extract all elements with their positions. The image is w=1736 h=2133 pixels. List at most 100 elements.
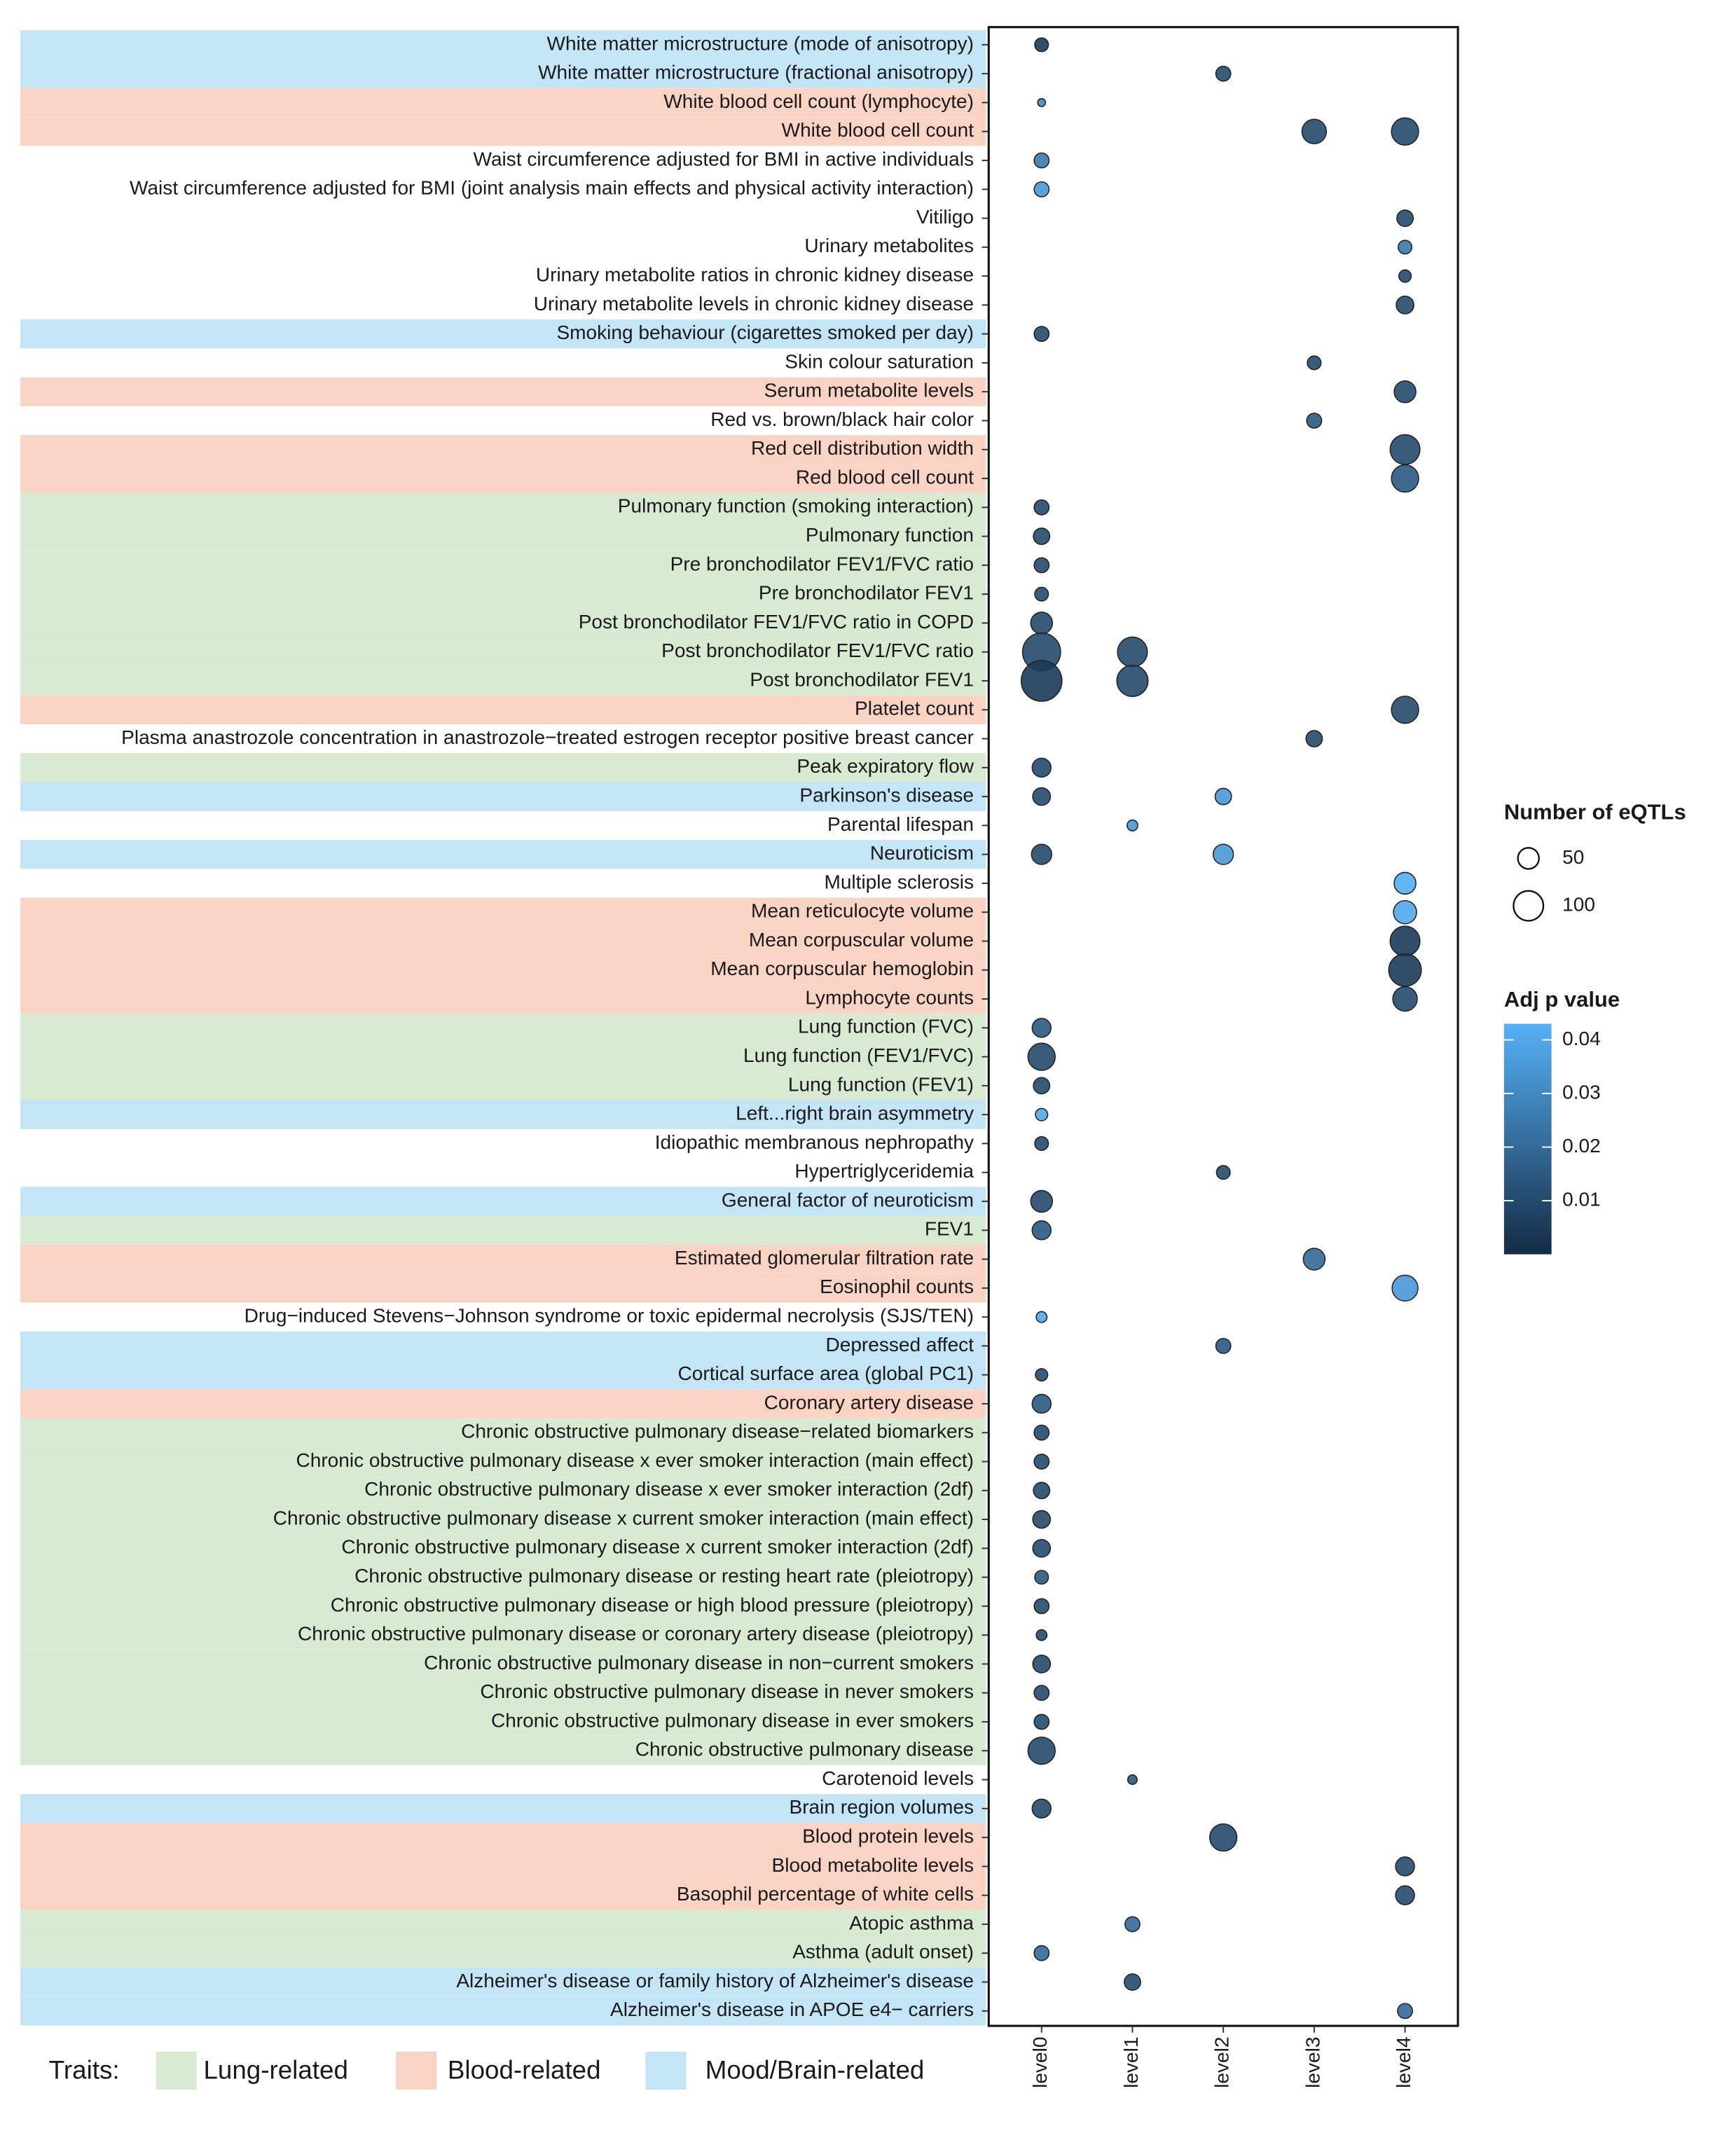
y-tick-label: Chronic obstructive pulmonary disease x … xyxy=(364,1478,974,1500)
row-band xyxy=(20,897,986,927)
dot xyxy=(1117,636,1148,668)
dot xyxy=(1027,1042,1056,1071)
y-tick-label: Asthma (adult onset) xyxy=(792,1941,974,1963)
colorbar-label: 0.03 xyxy=(1562,1081,1601,1103)
colorbar-label: 0.02 xyxy=(1562,1135,1601,1157)
y-tick-label: Cortical surface area (global PC1) xyxy=(678,1362,974,1384)
row-band xyxy=(20,1331,986,1361)
row-band xyxy=(20,1967,986,1997)
dot xyxy=(1389,925,1421,957)
dot xyxy=(1020,660,1063,702)
y-tick-label: Mean corpuscular hemoglobin xyxy=(710,958,974,979)
row-band xyxy=(20,1794,986,1823)
dot xyxy=(1116,664,1149,698)
y-tick-label: White matter microstructure (fractional … xyxy=(538,62,974,83)
dot xyxy=(1030,612,1054,635)
dot xyxy=(1033,1945,1050,1961)
y-tick-label: Pulmonary function xyxy=(806,524,974,546)
y-tick-label: Chronic obstructive pulmonary disease−re… xyxy=(461,1421,974,1442)
y-tick-label: Mean reticulocyte volume xyxy=(751,900,974,922)
y-tick-label: Lung function (FEV1/FVC) xyxy=(743,1044,974,1066)
dot xyxy=(1032,1510,1052,1529)
traits-legend-swatch xyxy=(156,2051,197,2090)
row-band xyxy=(20,1100,986,1129)
y-tick-label: Plasma anastrozole concentration in anas… xyxy=(121,726,974,748)
y-tick-label: Chronic obstructive pulmonary disease in… xyxy=(424,1652,974,1673)
row-band xyxy=(20,782,986,811)
dot xyxy=(1033,181,1050,198)
traits-legend-label: Mood/Brain-related xyxy=(705,2056,925,2085)
y-tick-label: Post bronchodilator FEV1 xyxy=(750,668,974,690)
y-tick-label: Blood metabolite levels xyxy=(772,1854,974,1876)
y-tick-label: Carotenoid levels xyxy=(822,1767,974,1789)
dot xyxy=(1034,1570,1049,1585)
row-band xyxy=(20,1244,986,1274)
row-band xyxy=(20,492,986,522)
dot xyxy=(1033,557,1050,574)
y-tick-label: Estimated glomerular filtration rate xyxy=(675,1247,974,1269)
dot xyxy=(1391,1274,1419,1302)
x-tick-label: level1 xyxy=(1120,2037,1142,2088)
dot xyxy=(1033,1713,1050,1730)
y-tick-label: White blood cell count xyxy=(782,119,974,141)
row-band xyxy=(20,1851,986,1882)
dot xyxy=(1124,1916,1141,1933)
y-tick-label: Alzheimer's disease in APOE e4− carriers xyxy=(610,1999,974,2020)
row-band xyxy=(20,319,986,349)
row-band xyxy=(20,88,986,118)
row-band xyxy=(20,840,986,869)
row-band xyxy=(20,1707,986,1737)
row-band xyxy=(20,1447,986,1477)
y-tick-label: Atopic asthma xyxy=(849,1912,974,1933)
y-tick-label: Urinary metabolites xyxy=(804,235,974,256)
row-band xyxy=(20,1273,986,1303)
dot xyxy=(1398,269,1412,283)
y-tick-label: White blood cell count (lymphocyte) xyxy=(663,90,974,112)
y-tick-label: Red vs. brown/black hair color xyxy=(710,408,974,430)
dot xyxy=(1031,1393,1052,1414)
row-band xyxy=(20,1592,986,1621)
dot xyxy=(1395,1885,1415,1905)
y-tick-label: Chronic obstructive pulmonary disease x … xyxy=(296,1449,974,1471)
row-band xyxy=(20,984,986,1014)
row-band xyxy=(20,551,986,580)
dot xyxy=(1033,499,1050,516)
y-tick-label: Serum metabolite levels xyxy=(764,380,974,401)
dot xyxy=(1034,37,1049,53)
row-band xyxy=(20,1389,986,1418)
dot xyxy=(1398,240,1413,255)
colorbar-label: 0.04 xyxy=(1562,1028,1601,1049)
y-tick-label: Chronic obstructive pulmonary disease xyxy=(635,1739,974,1760)
dot xyxy=(1305,730,1323,747)
dot xyxy=(1033,1482,1051,1500)
dot xyxy=(1033,1077,1051,1095)
colorbar-label: 0.01 xyxy=(1562,1188,1601,1210)
size-legend-label: 100 xyxy=(1562,894,1595,916)
dot xyxy=(1302,1248,1326,1271)
y-tick-label: Blood protein levels xyxy=(802,1825,974,1847)
y-tick-label: Waist circumference adjusted for BMI (jo… xyxy=(130,177,974,199)
row-band xyxy=(20,1360,986,1390)
traits-legend-label: Lung-related xyxy=(203,2056,347,2085)
row-band xyxy=(20,695,986,724)
row-band xyxy=(20,1736,986,1765)
y-tick-label: Chronic obstructive pulmonary disease in… xyxy=(491,1709,974,1731)
dot xyxy=(1393,380,1417,403)
dot xyxy=(1033,1454,1050,1470)
y-tick-label: Chronic obstructive pulmonary disease x … xyxy=(341,1536,974,1558)
y-tick-label: Brain region volumes xyxy=(790,1796,974,1818)
row-band xyxy=(20,1187,986,1216)
dot xyxy=(1392,986,1418,1012)
y-tick-label: Chronic obstructive pulmonary disease or… xyxy=(331,1594,974,1615)
dot xyxy=(1035,1311,1048,1323)
row-band xyxy=(20,30,986,60)
row-band xyxy=(20,1938,986,1968)
y-tick-label: Eosinophil counts xyxy=(820,1276,974,1297)
row-band xyxy=(20,579,986,609)
y-tick-label: Parental lifespan xyxy=(827,813,974,835)
row-band xyxy=(20,753,986,782)
y-tick-label: Coronary artery disease xyxy=(764,1391,974,1413)
y-tick-label: Lung function (FVC) xyxy=(798,1016,974,1037)
